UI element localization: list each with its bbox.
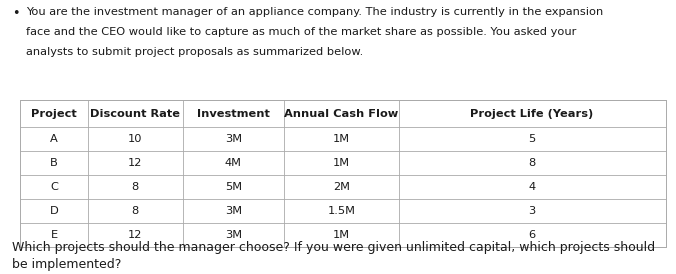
Text: 1M: 1M [333, 134, 350, 144]
Text: Investment: Investment [197, 109, 270, 119]
Text: •: • [12, 7, 20, 20]
Text: analysts to submit project proposals as summarized below.: analysts to submit project proposals as … [26, 47, 363, 57]
Text: 10: 10 [128, 134, 143, 144]
Text: 5: 5 [529, 134, 535, 144]
Text: face and the CEO would like to capture as much of the market share as possible. : face and the CEO would like to capture a… [26, 27, 576, 37]
Text: E: E [51, 230, 57, 240]
Text: 4M: 4M [224, 158, 242, 168]
Text: You are the investment manager of an appliance company. The industry is currentl: You are the investment manager of an app… [26, 7, 603, 17]
Bar [20, 100, 666, 247]
Text: D: D [50, 206, 58, 216]
Text: be implemented?: be implemented? [12, 258, 122, 270]
Text: 3M: 3M [224, 230, 242, 240]
Text: Project: Project [31, 109, 77, 119]
Text: 8: 8 [529, 158, 535, 168]
Text: B: B [50, 158, 58, 168]
Text: 12: 12 [128, 230, 143, 240]
Text: 3M: 3M [224, 206, 242, 216]
Text: A: A [50, 134, 58, 144]
Text: Annual Cash Flow: Annual Cash Flow [284, 109, 399, 119]
Text: 6: 6 [529, 230, 535, 240]
Text: C: C [50, 182, 58, 192]
Text: 12: 12 [128, 158, 143, 168]
Text: 4: 4 [529, 182, 535, 192]
Text: Discount Rate: Discount Rate [90, 109, 180, 119]
Text: Which projects should the manager choose? If you were given unlimited capital, w: Which projects should the manager choose… [12, 241, 655, 254]
Text: 1M: 1M [333, 230, 350, 240]
Text: 8: 8 [132, 182, 139, 192]
Text: 5M: 5M [224, 182, 242, 192]
Text: 2M: 2M [333, 182, 350, 192]
Text: 3M: 3M [224, 134, 242, 144]
Text: Project Life (Years): Project Life (Years) [470, 109, 594, 119]
Text: 1.5M: 1.5M [327, 206, 356, 216]
Text: 3: 3 [529, 206, 535, 216]
Text: 1M: 1M [333, 158, 350, 168]
Text: 8: 8 [132, 206, 139, 216]
